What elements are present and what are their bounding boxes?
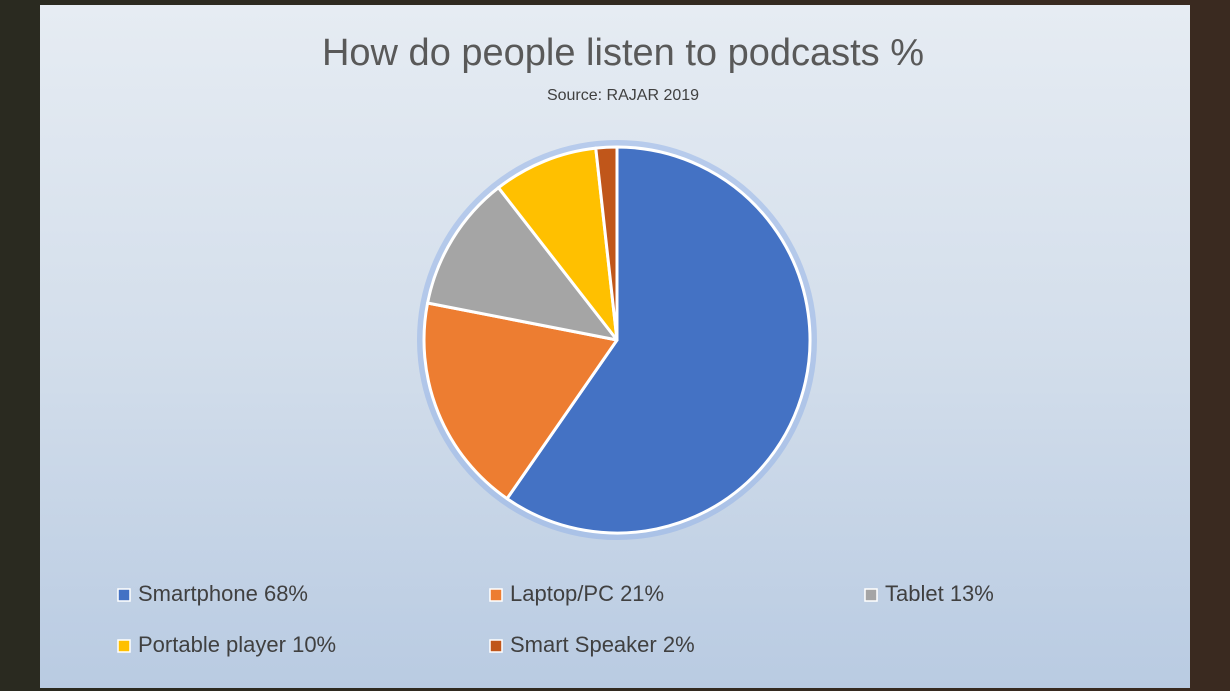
- legend-label: Smartphone 68%: [138, 581, 308, 606]
- legend-label: Laptop/PC 21%: [510, 581, 664, 606]
- legend-label: Tablet 13%: [885, 581, 994, 606]
- legend-swatch: [489, 588, 503, 602]
- legend-swatch: [489, 639, 503, 653]
- pie-slice: [496, 146, 619, 342]
- legend-label: Portable player 10%: [138, 632, 336, 657]
- pie-slice: [505, 145, 812, 535]
- pie-slice: [594, 145, 619, 342]
- chart-title: How do people listen to podcasts %: [322, 32, 924, 74]
- legend-swatch: [117, 588, 131, 602]
- pie-slice: [422, 301, 619, 501]
- legend-swatch: [864, 588, 878, 602]
- chart-subtitle: Source: RAJAR 2019: [547, 87, 699, 104]
- legend-swatch: [117, 639, 131, 653]
- pie-slice: [426, 186, 619, 342]
- legend-label: Smart Speaker 2%: [510, 632, 695, 657]
- pie-glow: [417, 140, 817, 540]
